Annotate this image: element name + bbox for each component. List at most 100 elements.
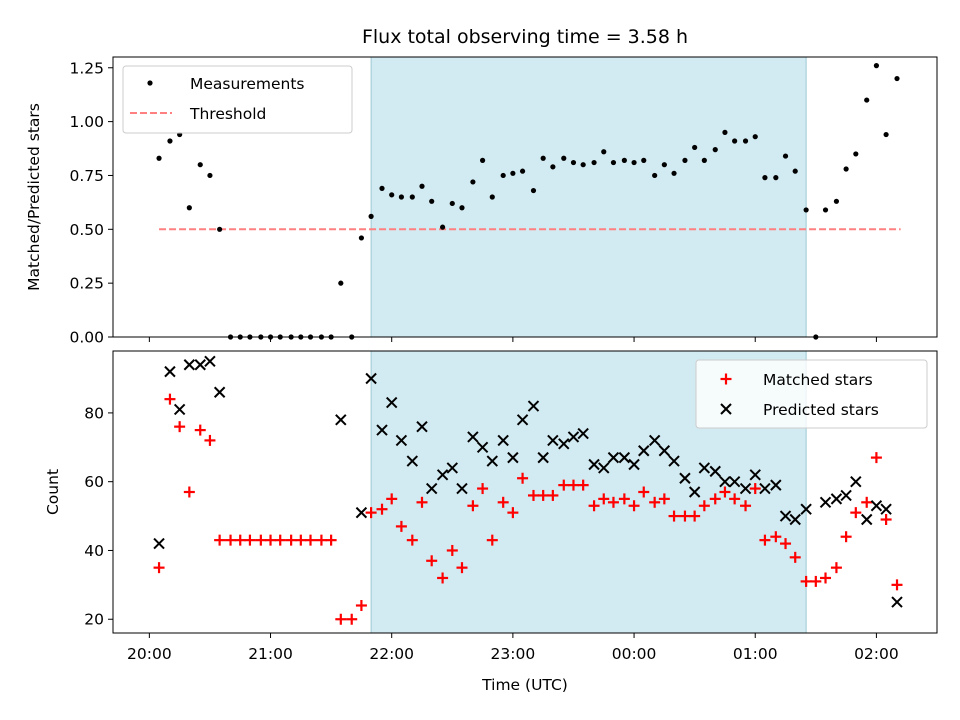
measurement-point [167,138,173,144]
matched-stars-point [194,424,206,436]
matched-stars-point [486,534,498,546]
predicted-stars-point [880,503,892,515]
measurement-point [822,207,829,213]
measurement-point [479,157,486,163]
predicted-stars-point [335,414,347,426]
matched-stars-point [285,534,297,546]
predicted-stars-point [607,451,620,464]
legend-measurements-label: Measurements [190,75,305,93]
matched-stars-point [365,507,377,519]
measurement-point [873,63,880,69]
predicted-stars-point [416,420,428,433]
measurement-point [550,164,556,170]
matched-stars-point [274,534,286,546]
y-tick-label: 0.00 [69,329,104,347]
measurement-point [217,226,223,232]
predicted-stars-point [476,441,489,453]
matched-stars-point [749,483,761,495]
matched-stars-point [759,534,771,546]
measurement-point [883,131,889,138]
chart-title: Flux total observing time = 3.58 h [362,26,688,48]
measurement-point [207,172,213,179]
legend-x-glyph [720,403,732,415]
matched-stars-point [810,575,822,587]
matched-stars-point [679,510,691,522]
measurement-point [358,235,365,241]
matched-stars-point [305,534,317,546]
matched-stars-point [386,493,398,505]
measurement-point [722,129,728,135]
matched-stars-point [880,514,892,526]
predicted-stars-point [698,462,711,474]
measurement-point [419,183,425,189]
predicted-stars-point [800,503,812,515]
predicted-stars-point [688,486,701,498]
predicted-stars-point [183,359,196,371]
measurement-point [661,162,667,168]
predicted-stars-point [213,386,226,398]
measurement-point [338,280,344,286]
measurement-point [379,185,385,191]
matched-stars-point [183,486,195,498]
legend-threshold-label: Threshold [189,105,266,123]
predicted-stars-point [355,506,368,519]
measurement-point [389,192,395,198]
matched-stars-point [153,562,165,574]
measurement-point [519,168,526,174]
predicted-stars-point [467,431,479,443]
matched-stars-point [265,534,277,546]
predicted-stars-point [153,537,165,550]
measurement-point [540,155,546,161]
bottom-chart-panel: 20 40 60 80 20:00 21:00 22:00 23:00 00:00 01:00 02… [44,350,938,694]
matched-stars-point [477,483,489,495]
predicted-stars-point [891,596,903,608]
measurement-point [853,151,859,157]
matched-stars-point [214,534,226,546]
bottom-y-axis-label: Count [44,469,62,515]
matched-stars-point [820,572,832,584]
predicted-stars-point [376,424,388,436]
measurement-point [459,205,465,211]
predicted-stars-point [204,355,216,368]
matched-stars-point [406,534,418,546]
predicted-stars-point [749,469,761,481]
matched-stars-point [355,599,367,611]
matched-stars-point [164,393,176,405]
matched-stars-point [618,493,630,505]
predicted-stars-point [658,445,671,457]
top-axes-frame [112,56,938,338]
x-tick-label: 02:00 [854,645,899,663]
measurement-point [631,159,637,166]
bottom-data-series [153,355,903,625]
matched-stars-point [497,496,509,508]
predicted-stars-point [830,493,843,505]
measurement-point [591,159,597,166]
matched-stars-point [740,500,752,512]
y-tick-label: 0.75 [69,167,104,185]
matched-stars-point [698,500,710,512]
matched-stars-point [850,507,862,519]
matched-stars-point [840,531,852,543]
predicted-stars-point [618,451,631,464]
legend-predicted-stars-marker [720,403,732,415]
matched-stars-point [467,500,479,512]
measurement-point [782,153,789,159]
predicted-stars-point [194,359,206,371]
matched-stars-point [780,538,792,550]
predicted-stars-point [436,469,449,481]
y-tick-label: 80 [84,404,104,422]
predicted-stars-point [861,513,873,526]
matched-stars-point [537,489,549,501]
predicted-stars-point [173,403,186,416]
measurement-point [580,162,586,168]
measurement-point [186,205,192,211]
predicted-stars-point [789,513,801,526]
measurement-point [398,194,404,200]
predicted-stars-point [668,455,680,467]
measurement-point [641,157,647,163]
predicted-stars-point [628,458,640,471]
measurement-point [752,134,758,140]
predicted-stars-point [456,482,468,495]
matched-stars-point [577,479,589,491]
